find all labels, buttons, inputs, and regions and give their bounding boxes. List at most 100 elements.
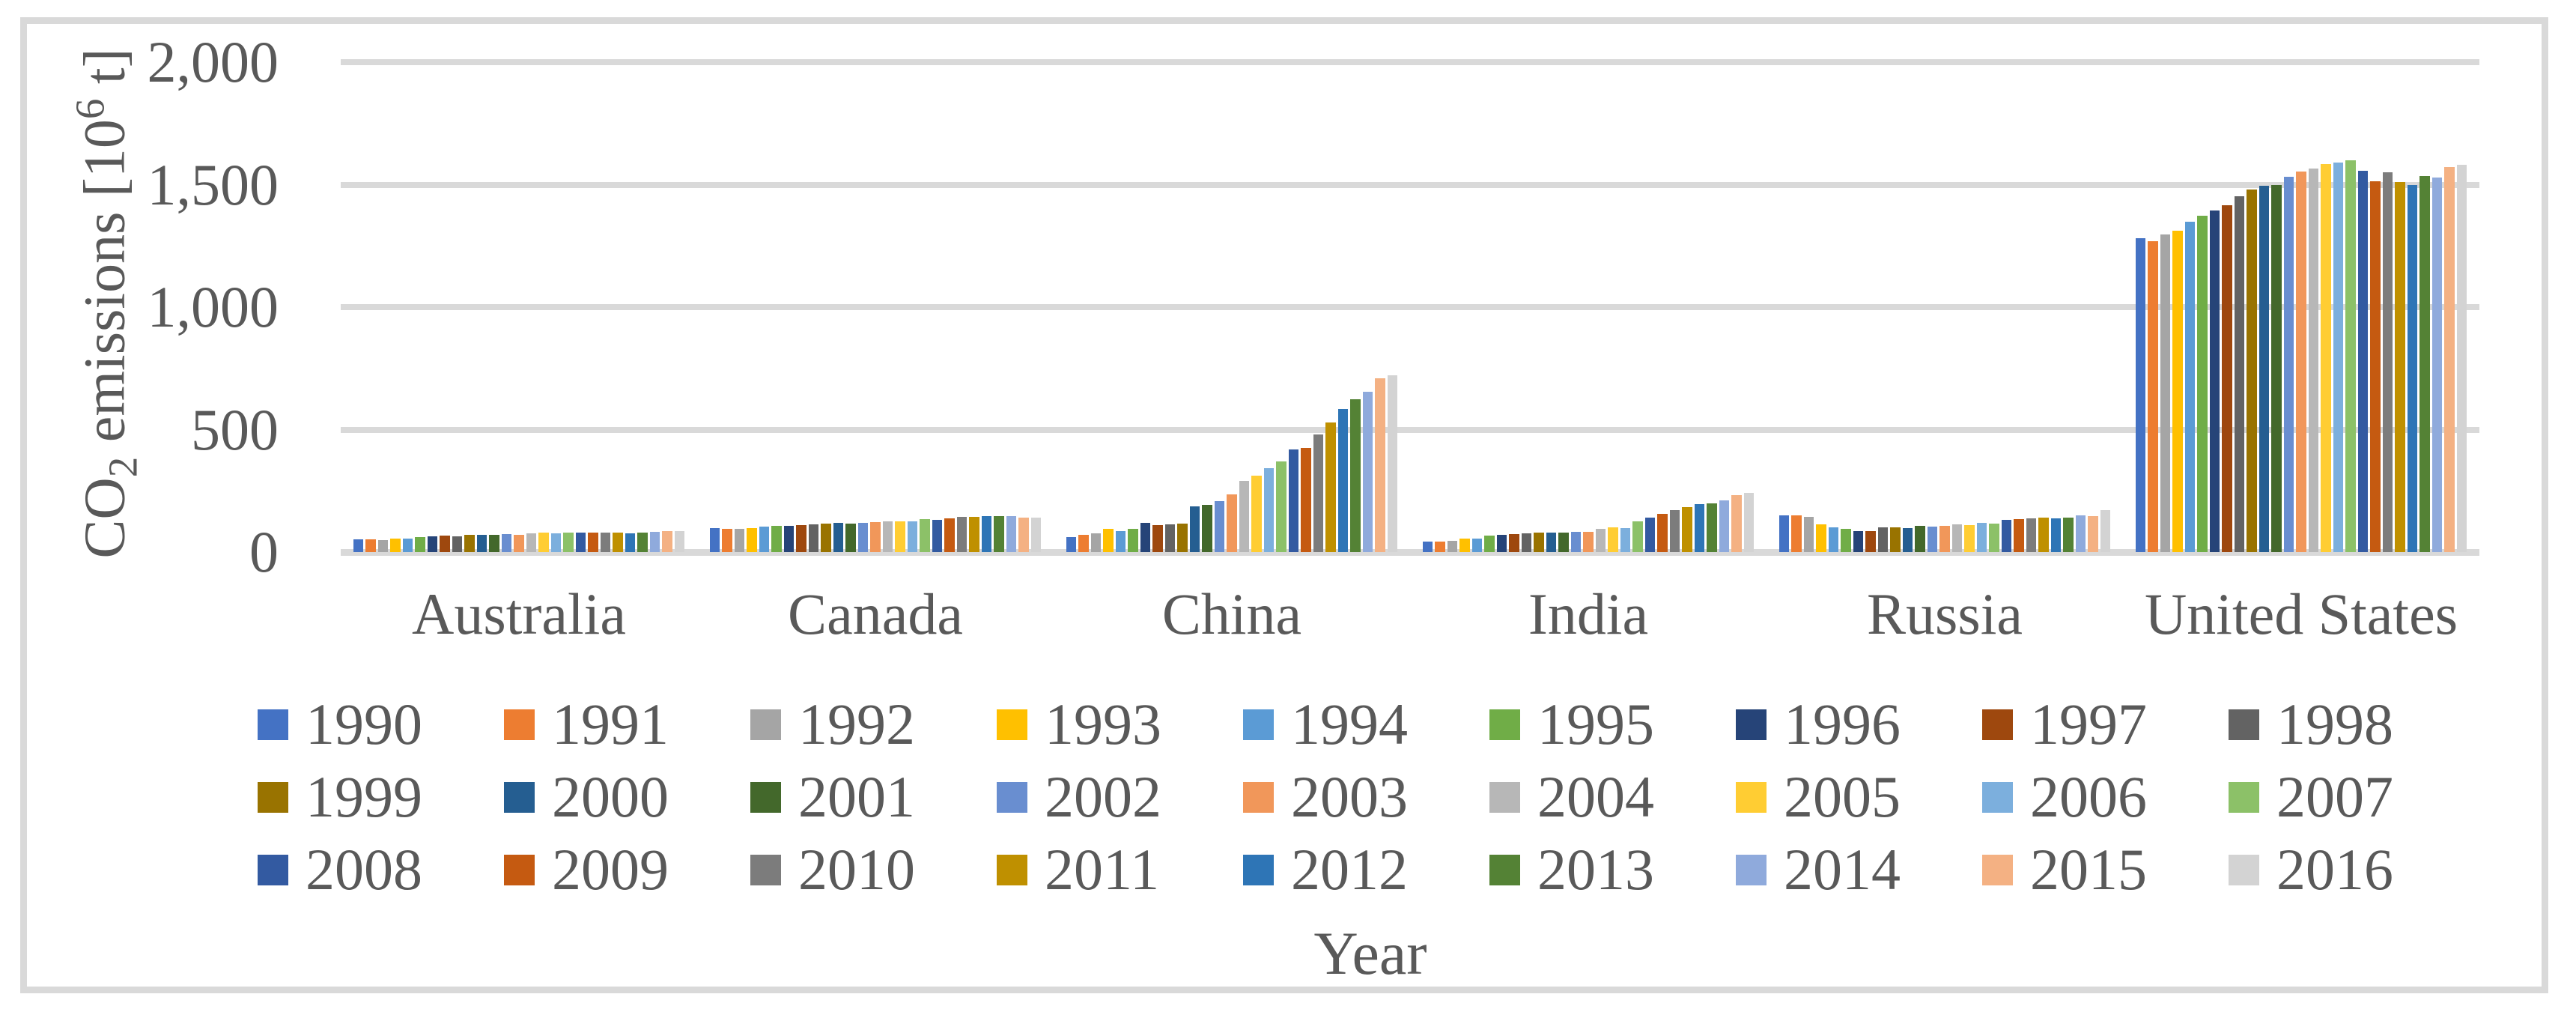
legend-item-2016: 2016 xyxy=(2229,834,2475,906)
bar-australia-1994 xyxy=(402,539,413,552)
legend-label: 2009 xyxy=(552,837,669,902)
legend-item-2011: 2011 xyxy=(997,834,1243,906)
legend-item-2006: 2006 xyxy=(1982,761,2229,833)
legend-label: 1995 xyxy=(1537,691,1654,757)
bar-china-2011 xyxy=(1325,422,1336,552)
legend-swatch-icon xyxy=(504,709,535,740)
bar-russia-1995 xyxy=(1841,529,1851,552)
legend-label: 2007 xyxy=(2276,764,2393,829)
legend-swatch-icon xyxy=(504,854,535,885)
y-tick-label: 2,000 xyxy=(147,29,279,94)
legend-item-1992: 1992 xyxy=(750,688,997,760)
bar-group-australia xyxy=(341,62,697,552)
legend-label: 2016 xyxy=(2276,837,2393,902)
bar-australia-2000 xyxy=(476,534,487,552)
legend-label: 2008 xyxy=(306,837,422,902)
bar-russia-1993 xyxy=(1816,524,1826,552)
bar-canada-1992 xyxy=(734,528,745,552)
category-label-australia: Australia xyxy=(412,581,626,646)
bar-china-1993 xyxy=(1103,529,1114,552)
bar-canada-1998 xyxy=(808,524,819,552)
bar-united-states-1997 xyxy=(2222,205,2232,552)
bar-united-states-2004 xyxy=(2308,168,2319,552)
bar-united-states-2014 xyxy=(2431,178,2443,552)
legend-label: 1996 xyxy=(1784,691,1901,757)
bar-russia-2004 xyxy=(1951,524,1963,552)
bar-australia-1993 xyxy=(390,539,401,552)
category-label-india: India xyxy=(1528,581,1649,646)
category-label-china: China xyxy=(1161,581,1302,646)
legend-item-2014: 2014 xyxy=(1736,834,1982,906)
bar-australia-2006 xyxy=(550,533,562,552)
bar-united-states-2005 xyxy=(2321,164,2331,552)
legend-swatch-icon xyxy=(258,709,288,740)
bar-india-1998 xyxy=(1521,533,1532,552)
bar-groups xyxy=(341,62,2479,552)
bar-canada-2012 xyxy=(981,516,992,552)
legend-label: 1993 xyxy=(1045,691,1161,757)
x-axis-category-labels: Australia Canada China India Russia United St… xyxy=(341,583,2479,646)
bar-india-2001 xyxy=(1558,532,1569,552)
bar-india-2005 xyxy=(1608,527,1618,552)
bar-russia-2007 xyxy=(1989,523,1999,552)
legend-item-2007: 2007 xyxy=(2229,761,2475,833)
legend-item-2000: 2000 xyxy=(504,761,750,833)
bar-australia-2001 xyxy=(489,535,499,552)
bar-united-states-1999 xyxy=(2247,190,2257,552)
legend-label: 1997 xyxy=(2030,691,2147,757)
legend-label: 2013 xyxy=(1537,837,1654,902)
bar-canada-1999 xyxy=(821,523,831,552)
legend-item-2008: 2008 xyxy=(258,834,504,906)
bar-united-states-1993 xyxy=(2172,230,2183,552)
bar-group-india xyxy=(1410,62,1767,552)
legend-item-1999: 1999 xyxy=(258,761,504,833)
bar-canada-2002 xyxy=(857,523,869,552)
bar-australia-2013 xyxy=(637,533,648,552)
bar-united-states-1992 xyxy=(2160,234,2171,552)
bar-india-1995 xyxy=(1484,536,1495,552)
x-axis-title: Year xyxy=(1313,919,1427,987)
bar-australia-1999 xyxy=(464,535,475,552)
bar-india-2002 xyxy=(1570,531,1582,552)
bar-china-1994 xyxy=(1115,530,1126,552)
bar-canada-2004 xyxy=(882,521,893,552)
plot-area xyxy=(341,59,2479,556)
bar-australia-1992 xyxy=(377,540,389,552)
bar-russia-1991 xyxy=(1791,515,1802,552)
bar-canada-2011 xyxy=(969,516,979,552)
bar-united-states-1990 xyxy=(2135,237,2146,552)
legend-label: 1991 xyxy=(552,691,669,757)
legend-label: 2001 xyxy=(798,764,915,829)
legend-swatch-icon xyxy=(2229,854,2259,885)
bar-russia-2010 xyxy=(2026,518,2037,552)
bar-australia-2005 xyxy=(538,533,549,552)
bar-canada-2014 xyxy=(1006,516,1017,552)
bar-russia-2016 xyxy=(2100,510,2111,552)
legend-label: 1998 xyxy=(2276,691,2393,757)
bar-china-2016 xyxy=(1387,375,1398,552)
legend-item-1990: 1990 xyxy=(258,688,504,760)
bar-india-2008 xyxy=(1644,517,1656,552)
bar-india-1999 xyxy=(1534,532,1544,552)
legend-label: 1994 xyxy=(1291,691,1408,757)
bar-united-states-2003 xyxy=(2296,172,2306,552)
bar-china-2013 xyxy=(1350,399,1361,552)
bar-canada-2013 xyxy=(994,515,1004,552)
bar-canada-2015 xyxy=(1018,517,1029,552)
legend-swatch-icon xyxy=(997,781,1027,813)
y-tick-label: 500 xyxy=(191,396,279,462)
legend-label: 2012 xyxy=(1291,837,1408,902)
legend-item-2002: 2002 xyxy=(997,761,1243,833)
bar-russia-2003 xyxy=(1939,525,1950,552)
bar-china-2015 xyxy=(1375,378,1385,552)
legend-item-1995: 1995 xyxy=(1489,688,1736,760)
bar-australia-2014 xyxy=(649,532,660,552)
bar-united-states-2006 xyxy=(2333,163,2344,552)
legend-swatch-icon xyxy=(1736,709,1767,740)
bar-group-united-states xyxy=(2123,62,2479,552)
y-tick-label: 0 xyxy=(249,519,279,584)
bar-russia-2008 xyxy=(2001,519,2012,552)
legend-label: 2002 xyxy=(1045,764,1161,829)
legend-label: 2005 xyxy=(1784,764,1901,829)
legend-label: 2015 xyxy=(2030,837,2147,902)
